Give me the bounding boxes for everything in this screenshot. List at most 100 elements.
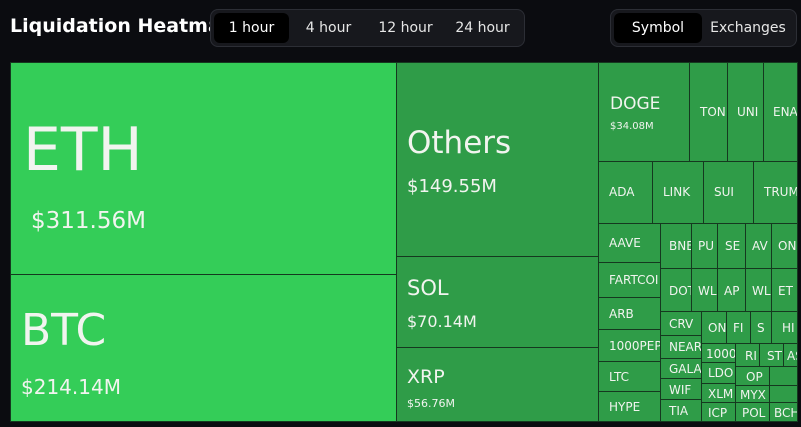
tile-s[interactable]: S: [750, 311, 772, 344]
tile-symbol: DOT: [669, 284, 691, 298]
tile-value: $70.14M: [407, 312, 477, 331]
tile-others[interactable]: Others $149.55M: [396, 62, 599, 257]
tile-ada[interactable]: ADA: [598, 161, 653, 224]
tile-symbol: LINK: [663, 185, 691, 199]
tile-symbol: LDO: [708, 366, 734, 380]
tile-symbol: AP: [724, 284, 740, 298]
tile-symbol: XLM: [708, 387, 734, 401]
tile-gala[interactable]: GALA: [660, 358, 702, 379]
tile-ton[interactable]: TON: [689, 62, 728, 162]
header-bar: Liquidation Heatmap 1 hour 4 hour 12 hou…: [0, 0, 801, 58]
tile-symbol: DOGE: [610, 94, 661, 114]
tile-symbol: POL: [742, 406, 766, 420]
tile-1000[interactable]: 1000: [701, 343, 736, 363]
tile-xrp[interactable]: XRP $56.76M: [396, 347, 599, 422]
tab-24-hour[interactable]: 24 hour: [445, 13, 520, 43]
tile-pol[interactable]: POL: [735, 402, 770, 422]
tile-ri[interactable]: RI: [735, 343, 760, 367]
tile-btc[interactable]: BTC $214.14M: [10, 274, 397, 422]
tile-fil[interactable]: FI: [726, 311, 751, 344]
tile-wld[interactable]: WL: [691, 268, 718, 312]
tile-small-unlabeled[interactable]: [769, 366, 798, 386]
tile-link[interactable]: LINK: [652, 161, 704, 224]
tile-trump[interactable]: TRUM: [753, 161, 798, 224]
tile-ldo[interactable]: LDO: [701, 362, 736, 384]
tile-symbol: HYPE: [609, 400, 641, 414]
tile-aave[interactable]: AAVE: [598, 223, 661, 263]
tile-value: $214.14M: [21, 375, 121, 399]
tile-symbol: AAVE: [609, 236, 641, 250]
tab-symbol[interactable]: Symbol: [614, 13, 702, 43]
tile-symbol: 1000: [706, 347, 736, 361]
tile-ena[interactable]: ENA: [763, 62, 798, 162]
tile-symbol: ENA: [773, 105, 798, 119]
tile-1000pepe[interactable]: 1000PEP: [598, 329, 661, 362]
tile-op[interactable]: OP: [735, 366, 770, 386]
tile-dot[interactable]: DOT: [660, 268, 692, 312]
tile-symbol: MYX: [740, 388, 766, 402]
tile-hi[interactable]: HI: [771, 311, 798, 344]
tile-symbol: RI: [745, 349, 757, 363]
tile-hype[interactable]: HYPE: [598, 391, 661, 422]
tile-doge[interactable]: DOGE $34.08M: [598, 62, 690, 162]
tile-st[interactable]: ST: [759, 343, 784, 367]
tab-1-hour[interactable]: 1 hour: [214, 13, 289, 43]
tile-symbol: XRP: [407, 366, 445, 388]
tile-bch[interactable]: BCH: [769, 402, 798, 422]
tile-symbol: LTC: [609, 370, 630, 384]
tile-sol[interactable]: SOL $70.14M: [396, 256, 599, 348]
tile-tia[interactable]: TIA: [660, 399, 702, 422]
tab-exchanges[interactable]: Exchanges: [704, 13, 792, 43]
tile-symbol: AV: [752, 239, 768, 253]
tile-fartcoin[interactable]: FARTCOI: [598, 262, 661, 298]
tile-etc[interactable]: ET: [771, 268, 798, 312]
tile-symbol: BCH: [774, 406, 798, 420]
tile-value: $149.55M: [407, 176, 497, 197]
tile-symbol: FI: [733, 321, 744, 335]
tile-on[interactable]: ON: [771, 223, 798, 269]
tile-symbol: AS: [787, 349, 797, 363]
tile-sui[interactable]: SUI: [703, 161, 754, 224]
tile-ondo[interactable]: ON: [701, 311, 727, 344]
tile-icp[interactable]: ICP: [701, 402, 736, 422]
tile-ltc[interactable]: LTC: [598, 361, 661, 392]
liquidation-heatmap: ETH $311.56M BTC $214.14M Others $149.55…: [10, 62, 798, 422]
tile-wif[interactable]: WIF: [660, 378, 702, 400]
tile-apt[interactable]: AP: [717, 268, 746, 312]
tile-symbol: 1000PEP: [609, 339, 661, 353]
tab-4-hour[interactable]: 4 hour: [291, 13, 366, 43]
tile-symbol: ON: [708, 321, 727, 335]
tile-symbol: BTC: [21, 305, 107, 356]
tile-as[interactable]: AS: [783, 343, 798, 367]
tile-arb[interactable]: ARB: [598, 297, 661, 330]
tile-small-unlabeled[interactable]: [769, 385, 798, 403]
tile-symbol: PU: [698, 239, 715, 253]
tab-12-hour[interactable]: 12 hour: [368, 13, 443, 43]
tile-near[interactable]: NEAR: [660, 335, 702, 359]
tile-symbol: S: [757, 321, 765, 335]
tile-symbol: ARB: [609, 307, 634, 321]
tile-symbol: ADA: [609, 185, 635, 199]
tile-wlfi[interactable]: WL: [745, 268, 772, 312]
tile-eth[interactable]: ETH $311.56M: [10, 62, 397, 275]
tile-xlm[interactable]: XLM: [701, 383, 736, 403]
tile-av[interactable]: AV: [745, 223, 772, 269]
tile-myx[interactable]: MYX: [735, 385, 770, 403]
tile-bnb[interactable]: BNE: [660, 223, 692, 269]
tile-symbol: UNI: [737, 105, 759, 119]
tile-symbol: Others: [407, 125, 512, 161]
view-mode-selector: Symbol Exchanges: [610, 9, 797, 47]
tile-value: $34.08M: [610, 121, 654, 132]
time-range-selector: 1 hour 4 hour 12 hour 24 hour: [210, 9, 525, 47]
tile-uni[interactable]: UNI: [727, 62, 764, 162]
tile-symbol: ETH: [23, 115, 143, 185]
tile-crv[interactable]: CRV: [660, 311, 702, 336]
tile-symbol: OP: [746, 370, 763, 384]
tile-symbol: SOL: [407, 276, 449, 300]
tile-symbol: ON: [778, 239, 797, 253]
tile-se[interactable]: SE: [717, 223, 746, 269]
tile-symbol: SUI: [714, 185, 734, 199]
tile-pu[interactable]: PU: [691, 223, 718, 269]
page-title: Liquidation Heatmap: [10, 15, 235, 37]
tile-value: $56.76M: [407, 397, 455, 410]
